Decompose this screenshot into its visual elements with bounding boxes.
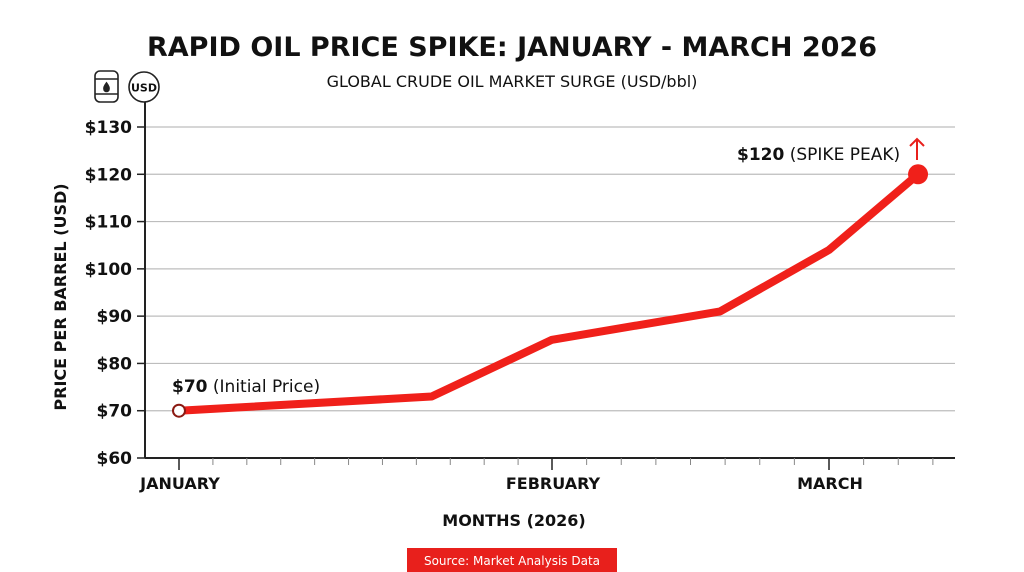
svg-text:USD: USD [131,82,157,95]
usd-coin-icon: USD [128,71,160,103]
series-line [175,170,923,415]
y-tick-label: $80 [97,354,133,374]
y-axis-label: PRICE PER BARREL (USD) [51,183,70,410]
arrow-up-icon [909,137,925,160]
x-tick-label: MARCH [797,474,863,493]
oil-barrel-icon [94,70,119,103]
start-point [172,403,186,418]
annotation-peak: $120 (SPIKE PEAK) [737,145,900,165]
x-axis-label: MONTHS (2026) [442,511,585,530]
y-tick-label: $60 [97,449,133,469]
y-tick-labels: $60 $70 $80 $90 $100 $110 $120 $130 [85,118,132,469]
chart-title: RAPID OIL PRICE SPIKE: JANUARY - MARCH 2… [147,32,877,63]
y-tick-label: $70 [97,402,133,422]
y-tick-label: $100 [85,260,132,280]
grid [145,126,955,412]
x-tick-labels: JANUARY FEBRUARY MARCH [139,474,863,493]
source-box [407,548,617,572]
y-tick-label: $120 [85,165,132,185]
series [172,164,929,418]
source-text: Source: Market Analysis Data [424,554,600,568]
peak-point [908,164,929,185]
axes [137,102,955,470]
x-tick-label: FEBRUARY [506,474,601,493]
x-tick-label: JANUARY [139,474,220,493]
y-tick-label: $90 [97,307,133,327]
y-tick-label: $110 [85,213,132,233]
y-tick-label: $130 [85,118,132,138]
annotation-initial: $70 (Initial Price) [172,377,320,397]
chart-subtitle: GLOBAL CRUDE OIL MARKET SURGE (USD/bbl) [327,72,698,91]
